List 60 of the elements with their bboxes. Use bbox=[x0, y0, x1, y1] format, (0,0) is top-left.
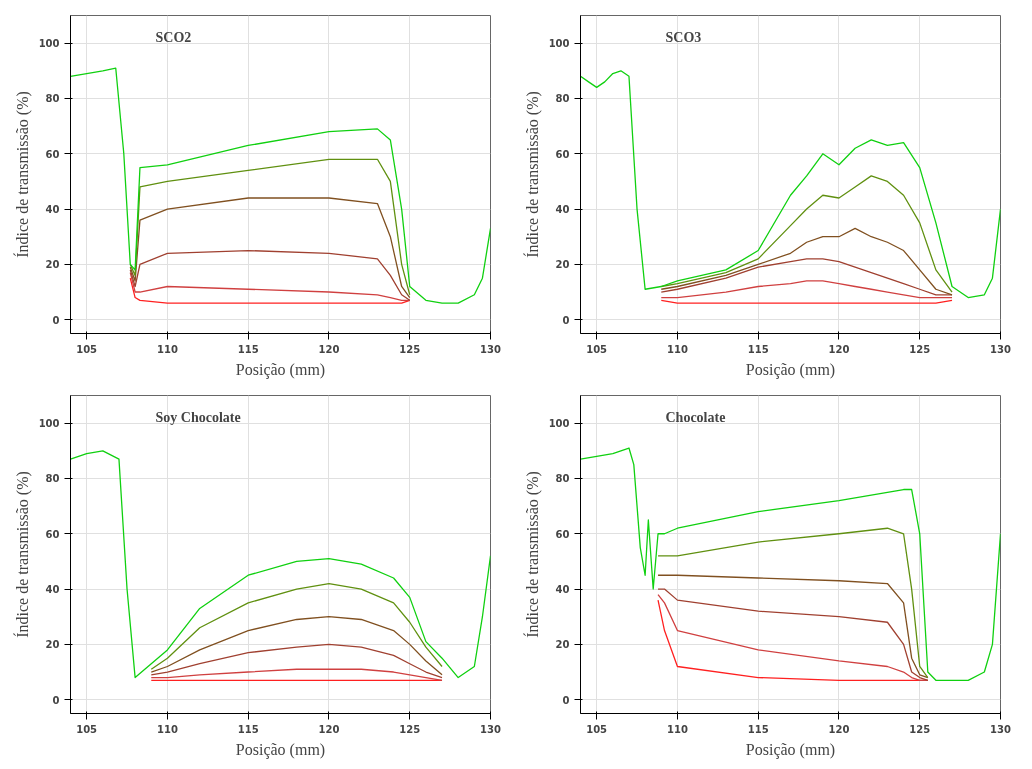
x-tick-label: 130 bbox=[480, 723, 501, 735]
y-tick-label: 0 bbox=[52, 314, 60, 326]
x-tick-label: 115 bbox=[747, 723, 769, 735]
y-axis-title: Índice de transmissão (%) bbox=[522, 91, 542, 258]
x-tick-label: 125 bbox=[399, 343, 421, 355]
x-tick-label: 125 bbox=[399, 723, 421, 735]
text: SCO3 bbox=[665, 29, 702, 45]
y-tick-label: 60 bbox=[555, 148, 570, 160]
y-tick-label: 20 bbox=[555, 639, 570, 651]
x-tick-label: 105 bbox=[76, 723, 98, 735]
x-tick-label: 110 bbox=[666, 723, 688, 735]
y-tick-label: 20 bbox=[45, 259, 60, 271]
x-tick-label: 110 bbox=[156, 723, 178, 735]
x-tick-label: 120 bbox=[318, 723, 340, 735]
x-axis-title: Posição (mm) bbox=[235, 740, 326, 759]
x-tick-label: 115 bbox=[747, 343, 769, 355]
x-axis-title: Posição (mm) bbox=[745, 740, 836, 759]
x-tick-label: 120 bbox=[318, 343, 340, 355]
y-tick-label: 40 bbox=[555, 204, 570, 216]
y-tick-label: 100 bbox=[548, 418, 570, 430]
y-axis-title: Índice de transmissão (%) bbox=[522, 471, 542, 638]
y-tick-label: 20 bbox=[555, 259, 570, 271]
y-tick-label: 80 bbox=[555, 93, 570, 105]
x-tick-label: 120 bbox=[828, 343, 850, 355]
y-axis-title: Índice de transmissão (%) bbox=[12, 471, 32, 638]
x-tick-label: 105 bbox=[586, 343, 608, 355]
y-axis-title: Índice de transmissão (%) bbox=[12, 91, 32, 258]
y-tick-label: 20 bbox=[45, 639, 60, 651]
x-tick-label: 110 bbox=[666, 343, 688, 355]
x-tick-label: 125 bbox=[909, 723, 931, 735]
y-tick-label: 80 bbox=[45, 93, 60, 105]
y-tick-label: 100 bbox=[548, 38, 570, 50]
x-tick-label: 120 bbox=[828, 723, 850, 735]
y-tick-label: 40 bbox=[555, 584, 570, 596]
x-tick-label: 130 bbox=[990, 723, 1011, 735]
x-tick-label: 115 bbox=[237, 343, 259, 355]
x-tick-label: 115 bbox=[237, 723, 259, 735]
y-tick-label: 60 bbox=[45, 148, 60, 160]
y-tick-label: 40 bbox=[45, 204, 60, 216]
y-tick-label: 40 bbox=[45, 584, 60, 596]
y-tick-label: 60 bbox=[555, 528, 570, 540]
text: SCO2 bbox=[155, 29, 192, 45]
x-tick-label: 105 bbox=[76, 343, 98, 355]
y-tick-label: 60 bbox=[45, 528, 60, 540]
y-tick-label: 100 bbox=[38, 418, 60, 430]
y-tick-label: 0 bbox=[562, 694, 570, 706]
x-tick-label: 130 bbox=[480, 343, 501, 355]
x-axis-title: Posição (mm) bbox=[745, 360, 836, 379]
text: Chocolate bbox=[665, 409, 726, 425]
y-tick-label: 0 bbox=[52, 694, 60, 706]
y-tick-label: 100 bbox=[38, 38, 60, 50]
x-tick-label: 110 bbox=[156, 343, 178, 355]
y-tick-label: 80 bbox=[45, 473, 60, 485]
y-tick-label: 80 bbox=[555, 473, 570, 485]
x-axis-title: Posição (mm) bbox=[235, 360, 326, 379]
x-tick-label: 105 bbox=[586, 723, 608, 735]
x-tick-label: 130 bbox=[990, 343, 1011, 355]
text: Soy Chocolate bbox=[155, 409, 241, 425]
x-tick-label: 125 bbox=[909, 343, 931, 355]
y-tick-label: 0 bbox=[562, 314, 570, 326]
